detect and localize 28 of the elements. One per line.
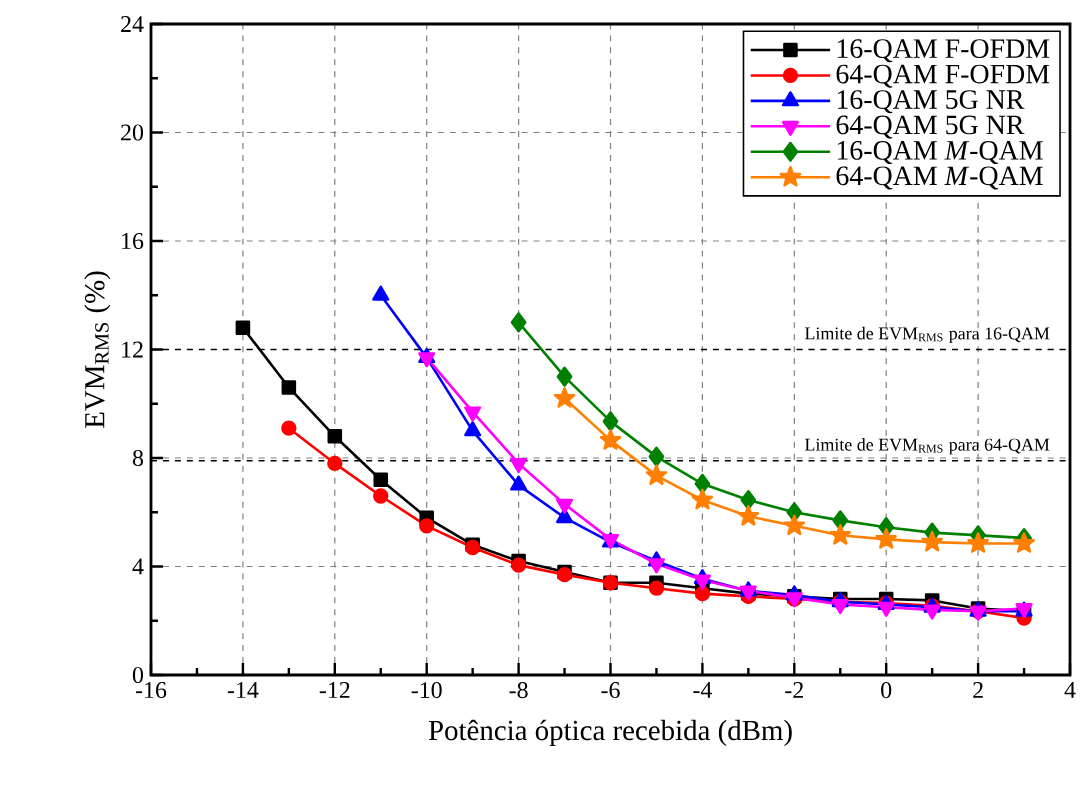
y-axis-title: EVM$_{RMS}$ (%) [84, 271, 111, 428]
x-tick-label: -2 [785, 682, 803, 698]
x-tick-label: -4 [693, 682, 712, 698]
x-tick-label: -8 [509, 682, 528, 699]
y-tick-label: 4 [132, 558, 144, 575]
y-tick-label: 20 [121, 124, 144, 141]
legend-label: 64-QAM 5G NR [836, 115, 1025, 139]
x-tick-label: 0 [881, 682, 892, 699]
y-tick-label: 12 [122, 341, 143, 358]
y-tick-label: 24 [121, 16, 144, 32]
legend-label: 16-QAM M-QAM [837, 141, 1043, 165]
x-tick-label: -12 [319, 682, 350, 698]
x-tick-label: 2 [973, 682, 983, 698]
legend-label: 64-QAM F-OFDM [836, 64, 1050, 88]
x-tick-label: -6 [601, 682, 620, 699]
y-tick-label: 16 [122, 232, 144, 250]
x-tick-label: -14 [227, 682, 259, 698]
x-tick-label: -10 [411, 682, 442, 699]
legend-label: 64-QAM M-QAM [836, 166, 1043, 190]
legend-label: 16-QAM 5G NR [837, 90, 1025, 114]
ref-line-label: Limite de EVM$_{RMS}$ para 16-QAM [805, 326, 1050, 344]
y-tick-label: 0 [132, 666, 144, 684]
x-axis-title: Potência óptica recebida (dBm) [428, 719, 792, 747]
legend-label: 16-QAM F-OFDM [837, 39, 1050, 63]
ref-line-label: Limite de EVM$_{RMS}$ para 64-QAM [805, 438, 1050, 455]
x-tick-label: -16 [135, 682, 167, 699]
x-tick-label: 4 [1064, 682, 1076, 698]
y-tick-label: 8 [132, 449, 144, 467]
